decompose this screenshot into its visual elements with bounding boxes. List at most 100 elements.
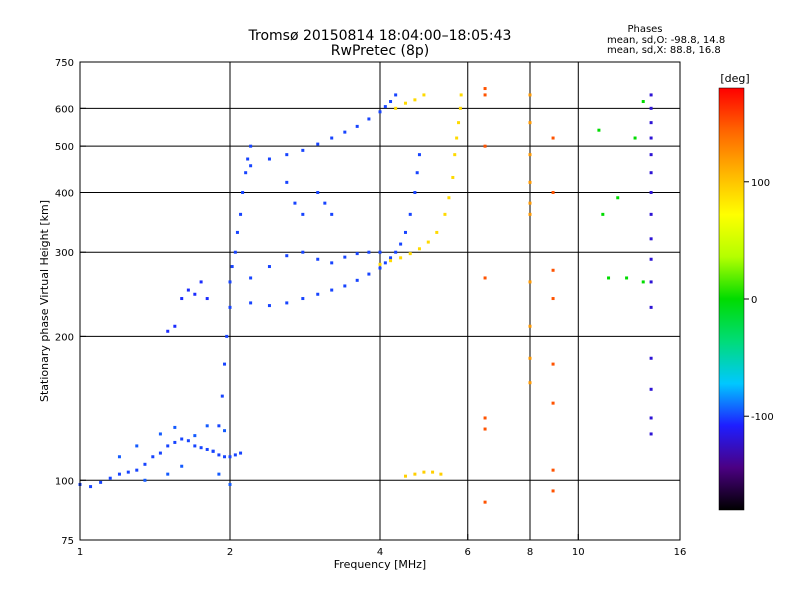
echo-point-s3 — [235, 230, 239, 234]
echo-point-s2 — [173, 324, 177, 328]
echo-point-s3 — [223, 362, 227, 366]
echo-point-s13 — [633, 136, 637, 140]
echo-point-s12 — [551, 268, 555, 272]
echo-point-s0 — [158, 451, 162, 455]
echo-point-s2 — [186, 288, 190, 292]
echo-point-s6 — [343, 255, 347, 259]
echo-point-s14 — [649, 257, 653, 261]
echo-point-s3 — [241, 190, 245, 194]
echo-point-s5 — [301, 148, 305, 152]
echo-point-s1 — [158, 432, 162, 436]
echo-point-s14 — [649, 190, 653, 194]
echo-point-s13 — [607, 276, 611, 280]
x-tick-label: 10 — [572, 547, 585, 558]
y-tick-label: 600 — [55, 104, 74, 115]
echo-point-s10 — [483, 93, 487, 97]
echo-point-s10 — [483, 500, 487, 504]
echo-point-s10 — [483, 276, 487, 280]
echo-point-s7 — [459, 93, 463, 97]
x-tick-label: 8 — [527, 547, 533, 558]
colorbar — [718, 87, 745, 511]
echo-point-s0 — [166, 444, 170, 448]
echo-point-s12 — [551, 401, 555, 405]
echo-point-s6 — [301, 212, 305, 216]
echo-point-s14 — [649, 212, 653, 216]
echo-point-s14 — [649, 280, 653, 284]
echo-point-s4 — [343, 284, 347, 288]
echo-point-s14 — [649, 237, 653, 241]
echo-point-s14 — [649, 136, 653, 140]
echo-point-s5 — [355, 124, 359, 128]
echo-point-s0 — [108, 476, 112, 480]
echo-point-s7 — [443, 212, 447, 216]
stats-o-mode: mean, sd,O: -98.8, 14.8 — [607, 35, 725, 46]
echo-point-s7 — [457, 121, 461, 125]
echo-point-s9 — [431, 470, 435, 474]
echo-point-s4 — [267, 304, 271, 308]
echo-point-s6 — [285, 180, 289, 184]
echo-point-s4 — [301, 297, 305, 301]
echo-point-s5 — [367, 117, 371, 121]
echo-point-s0 — [99, 480, 103, 484]
x-tick-label: 2 — [227, 547, 233, 558]
echo-point-s11 — [528, 212, 532, 216]
echo-point-s14 — [649, 153, 653, 157]
echo-point-s3 — [220, 394, 224, 398]
echo-point-s3 — [244, 171, 248, 175]
echo-point-s1 — [193, 434, 197, 438]
y-axis-label: Stationary phase Virtual Height [km] — [38, 200, 51, 402]
echo-point-s1 — [205, 424, 209, 428]
echo-point-s0 — [217, 453, 221, 457]
echo-point-s9 — [422, 470, 426, 474]
echo-point-s7 — [453, 153, 457, 157]
echo-point-s6 — [323, 201, 327, 205]
data-points — [78, 87, 653, 504]
echo-point-s5 — [394, 93, 398, 97]
echo-point-s6 — [355, 252, 359, 256]
echo-point-s2 — [180, 297, 184, 301]
echo-point-s14 — [649, 305, 653, 309]
echo-point-s4 — [408, 212, 412, 216]
echo-point-s4 — [389, 256, 393, 260]
echo-point-s0 — [239, 451, 243, 455]
echo-point-s11 — [528, 324, 532, 328]
echo-point-s6 — [293, 201, 297, 205]
echo-point-s2 — [205, 297, 209, 301]
echo-point-s8 — [403, 101, 407, 105]
colorbar-tick-label: -100 — [751, 412, 774, 423]
echo-point-s11 — [528, 153, 532, 157]
echo-point-s7 — [458, 106, 462, 110]
echo-point-s2 — [166, 329, 170, 333]
echo-point-s0 — [180, 437, 184, 441]
echo-point-s11 — [528, 356, 532, 360]
echo-point-s5 — [330, 136, 334, 140]
echo-point-s4 — [378, 266, 382, 270]
echo-point-s3 — [228, 305, 232, 309]
echo-point-s12 — [551, 297, 555, 301]
echo-point-s4 — [413, 190, 417, 194]
echo-point-s6 — [285, 254, 289, 258]
echo-point-s5 — [383, 105, 387, 109]
y-tick-label: 400 — [55, 188, 74, 199]
echo-point-s12 — [551, 362, 555, 366]
x-tick-label: 4 — [377, 547, 383, 558]
colorbar-ticks: 100 0 -100 — [744, 178, 774, 423]
x-tick-label: 6 — [465, 547, 471, 558]
echo-point-s0 — [193, 444, 197, 448]
echo-point-s7 — [455, 136, 459, 140]
echo-point-s8 — [422, 93, 426, 97]
echo-point-s4 — [249, 301, 253, 305]
echo-point-s14 — [649, 432, 653, 436]
echo-point-s9 — [413, 472, 417, 476]
echo-point-s5 — [343, 130, 347, 134]
echo-point-s5 — [267, 157, 271, 161]
echo-point-s14 — [649, 121, 653, 125]
echo-point-s14 — [649, 416, 653, 420]
echo-point-s0 — [228, 455, 232, 459]
echo-point-s7 — [435, 230, 439, 234]
echo-point-s3 — [217, 424, 221, 428]
echo-point-s4 — [415, 171, 419, 175]
x-axis-label: Frequency [MHz] — [334, 558, 426, 571]
echo-point-s3 — [233, 250, 237, 254]
echo-point-s4 — [394, 250, 398, 254]
